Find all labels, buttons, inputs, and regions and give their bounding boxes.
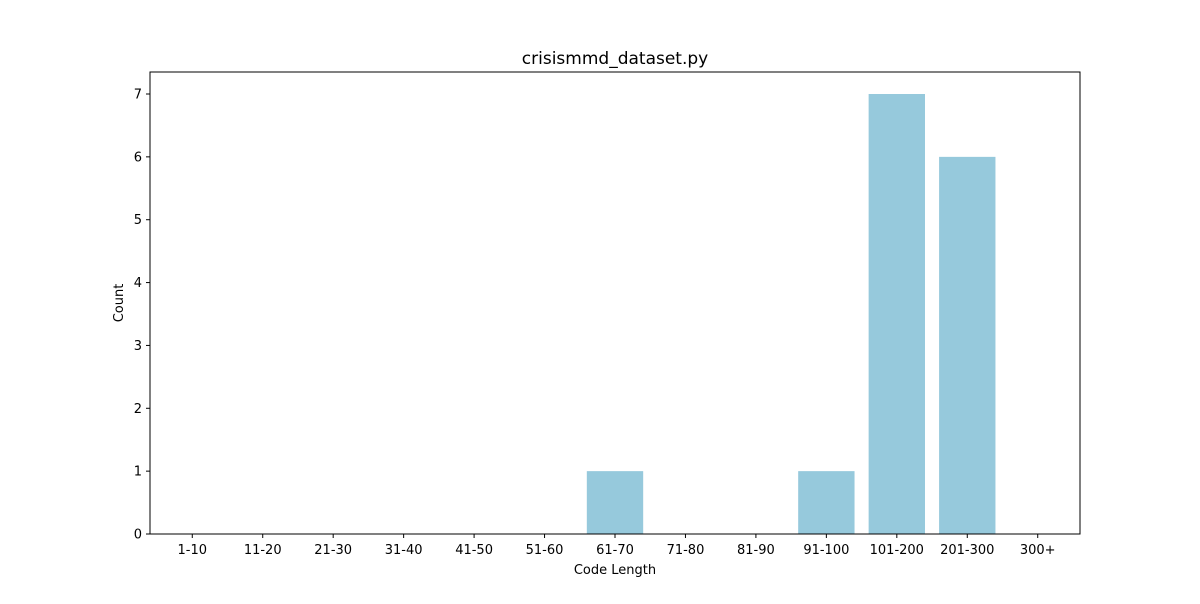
bars-group	[586, 94, 996, 534]
x-tick-label: 41-50	[455, 543, 493, 558]
chart-title: crisismmd_dataset.py	[522, 49, 708, 69]
x-axis-ticks: 1-10 11-20 21-30 31-40 41-50 51-60 61-70 71-80 8…	[178, 534, 1056, 558]
bar-101-200	[868, 94, 925, 534]
x-tick-label: 21-30	[314, 543, 352, 558]
bar-91-100	[798, 471, 855, 534]
x-tick-label: 300+	[1020, 543, 1056, 558]
y-tick-label: 2	[134, 402, 142, 417]
y-tick-label: 4	[134, 276, 142, 291]
y-tick-label: 7	[134, 88, 142, 103]
y-axis-label: Count	[112, 284, 127, 323]
x-tick-label: 91-100	[803, 543, 849, 558]
plot-frame	[149, 71, 1081, 535]
bar-61-70	[586, 471, 644, 534]
x-tick-label: 11-20	[244, 543, 282, 558]
x-tick-label: 101-200	[870, 543, 924, 558]
x-tick-label: 201-300	[940, 543, 994, 558]
y-tick-label: 6	[134, 150, 142, 165]
x-axis-label: Code Length	[574, 563, 656, 578]
x-tick-label: 71-80	[667, 543, 705, 558]
y-tick-label: 0	[134, 528, 142, 543]
x-tick-label: 1-10	[178, 543, 208, 558]
x-tick-label: 31-40	[385, 543, 423, 558]
x-tick-label: 81-90	[737, 543, 775, 558]
y-axis-ticks: 0 1 2 3 4 5 6 7	[134, 88, 150, 543]
bar-201-300	[939, 156, 996, 534]
x-tick-label: 61-70	[596, 543, 634, 558]
y-tick-label: 1	[134, 465, 142, 480]
x-tick-label: 51-60	[526, 543, 564, 558]
y-tick-label: 3	[134, 339, 142, 354]
y-tick-label: 5	[134, 213, 142, 228]
